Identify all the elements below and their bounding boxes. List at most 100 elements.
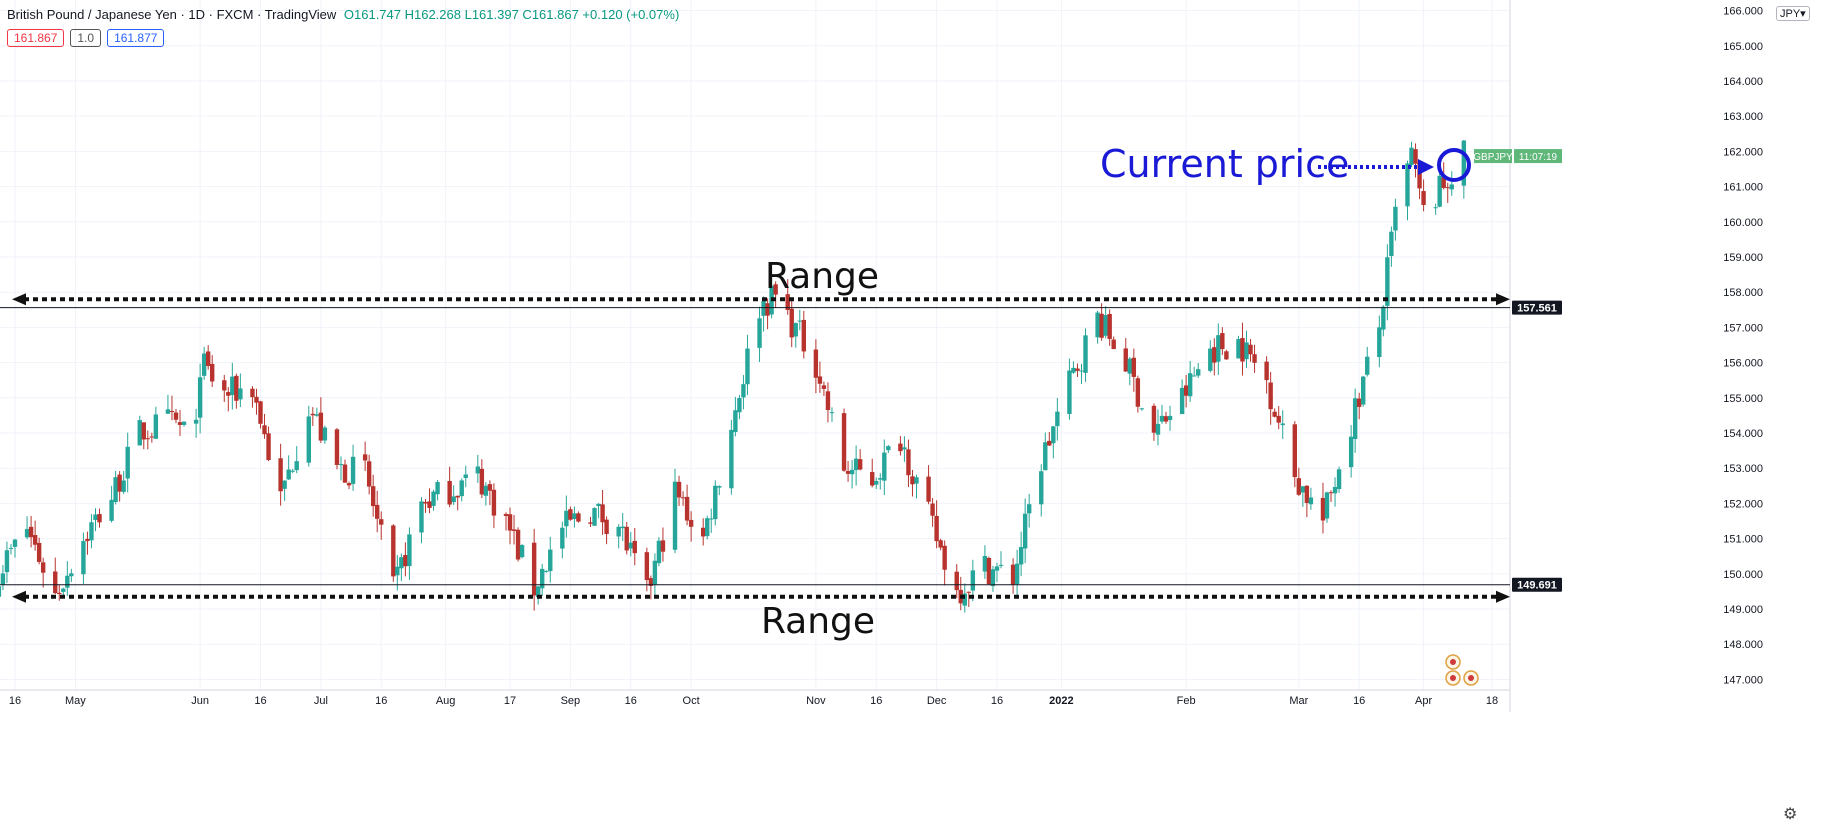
candle-body — [447, 481, 452, 505]
candle-body — [882, 452, 887, 481]
arrow-head-right — [1496, 293, 1510, 306]
candle-body — [32, 535, 38, 545]
candle-body — [1075, 368, 1080, 371]
candle-body — [821, 385, 827, 389]
candle-body — [85, 538, 90, 542]
candle-body — [713, 485, 718, 520]
gear-icon[interactable]: ⚙ — [1783, 806, 1798, 823]
candle-body — [250, 388, 255, 398]
candle-body — [628, 542, 633, 549]
candle-body — [620, 526, 625, 529]
candle-body — [427, 501, 432, 508]
candle-body — [757, 318, 762, 348]
candle-body — [145, 438, 151, 440]
candle-body — [379, 519, 384, 525]
candle-body — [588, 522, 593, 524]
candle-body — [0, 586, 2, 597]
candle-body — [97, 514, 102, 523]
candle-body — [262, 425, 267, 435]
candle-body — [463, 474, 468, 478]
candle-body — [970, 570, 976, 591]
candle-body — [576, 513, 581, 522]
candle-body — [1433, 207, 1438, 209]
candle-body — [226, 392, 231, 396]
candle-body — [1381, 306, 1386, 330]
candle-body — [8, 547, 14, 549]
candle-body — [644, 552, 650, 581]
candle-body — [773, 284, 778, 295]
candle-body — [938, 540, 943, 548]
candle-body — [994, 566, 1000, 571]
candle-body — [61, 588, 66, 592]
candle-body — [258, 401, 263, 424]
candle-body — [24, 529, 30, 538]
candle-body — [491, 489, 497, 516]
candle-body — [375, 504, 380, 519]
sell-button[interactable]: 161.867 — [7, 29, 65, 47]
candle-body — [1039, 471, 1044, 505]
candle-body — [1385, 257, 1390, 306]
candle-body — [89, 522, 94, 541]
candle-body — [1159, 415, 1165, 422]
candle-body — [825, 391, 831, 411]
buy-button[interactable]: 161.877 — [107, 29, 165, 47]
candle-body — [898, 443, 903, 452]
candle-body — [632, 540, 637, 554]
candle-body — [362, 454, 368, 461]
candle-body — [1187, 373, 1193, 397]
candle-body — [141, 422, 146, 440]
candle-body — [65, 575, 70, 588]
y-tick-label: 166.000 — [1723, 6, 1763, 18]
x-tick-label: 16 — [1353, 695, 1365, 707]
candle-body — [813, 349, 819, 378]
lower-range-label: Range — [761, 601, 875, 642]
candle-body — [451, 496, 456, 503]
candle-body — [346, 483, 352, 486]
candle-body — [1179, 387, 1185, 415]
candle-body — [648, 578, 654, 586]
lot-size[interactable]: 1.0 — [70, 29, 102, 47]
currency-button[interactable]: JPY▾ — [1776, 6, 1810, 21]
candle-body — [1163, 416, 1169, 422]
candle-body — [36, 542, 42, 562]
candle-body — [737, 398, 742, 413]
candle-body — [761, 301, 766, 316]
candle-body — [1244, 342, 1249, 360]
candle-body — [789, 308, 794, 338]
candle-body — [266, 433, 271, 460]
x-tick-label: 16 — [9, 695, 21, 707]
candle-body — [205, 351, 211, 366]
candle-body — [1248, 344, 1253, 355]
candle-body — [230, 376, 235, 396]
level-tag-label: 157.561 — [1517, 303, 1557, 315]
candle-body — [962, 593, 967, 606]
candle-body — [705, 518, 710, 537]
current-price-label: Current price — [1100, 142, 1349, 186]
x-tick-label: Oct — [683, 695, 700, 707]
symbol-title: British Pound / Japanese Yen · 1D · FXCM… — [7, 7, 337, 22]
candle-body — [1135, 378, 1141, 407]
candle-body — [1018, 547, 1024, 565]
candle-body — [1348, 436, 1354, 468]
candle-body — [28, 526, 34, 538]
y-tick-label: 162.000 — [1723, 146, 1763, 158]
candle-body — [391, 525, 396, 577]
candle-body — [1155, 423, 1161, 435]
candle-body — [1151, 405, 1157, 433]
candle-body — [531, 542, 537, 596]
candle-body — [954, 571, 959, 591]
y-tick-label: 156.000 — [1723, 358, 1763, 370]
y-tick-label: 151.000 — [1723, 534, 1763, 546]
x-tick-label: 16 — [870, 695, 882, 707]
candle-body — [423, 501, 428, 504]
candle-body — [117, 474, 122, 492]
candle-body — [181, 421, 187, 425]
candle-body — [69, 573, 74, 577]
candle-body — [878, 478, 883, 480]
candle-body — [544, 570, 549, 572]
candle-body — [12, 539, 18, 547]
candle-body — [1127, 358, 1132, 374]
level-tag — [1512, 577, 1562, 592]
